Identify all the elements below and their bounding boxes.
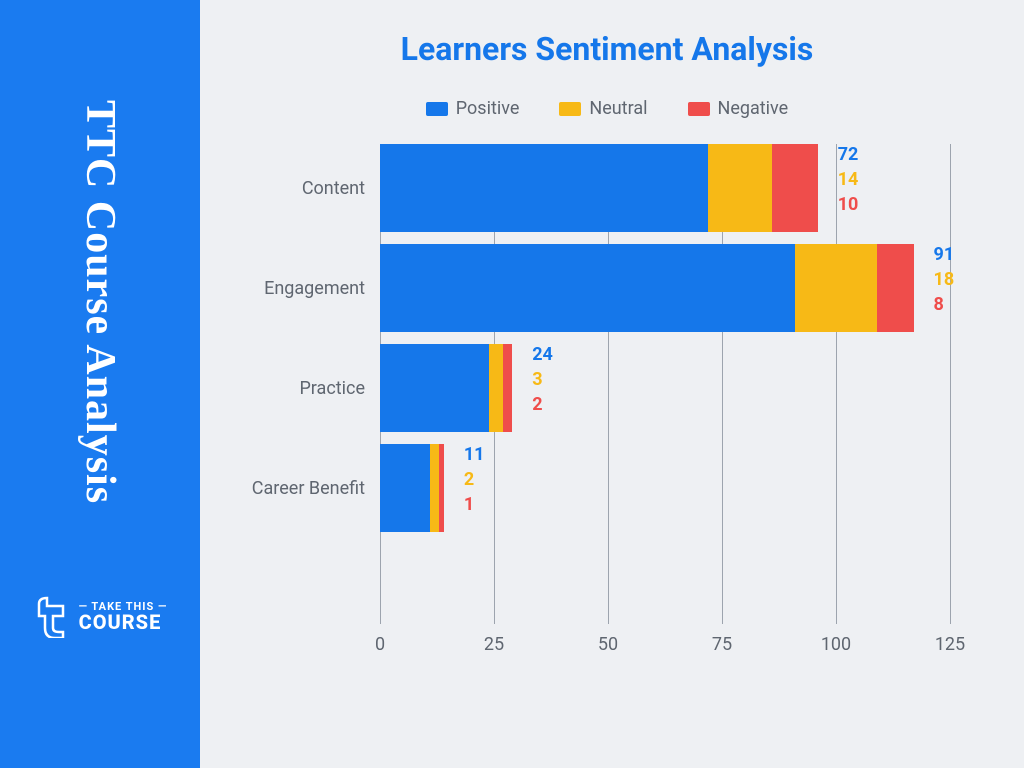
bar-segment bbox=[877, 244, 913, 332]
value-label: 8 bbox=[934, 294, 955, 315]
bar: 721410 bbox=[380, 144, 818, 232]
legend-label: Negative bbox=[718, 98, 789, 119]
x-tick-label: 25 bbox=[484, 634, 504, 655]
value-label: 10 bbox=[838, 194, 859, 215]
category-label: Practice bbox=[299, 378, 380, 399]
bar-row: Practice2432 bbox=[380, 344, 950, 432]
value-label: 3 bbox=[532, 369, 553, 390]
value-labels: 72 14 10 bbox=[818, 144, 859, 215]
value-label: 91 bbox=[934, 244, 955, 265]
bar-segment bbox=[380, 244, 795, 332]
value-label: 1 bbox=[464, 494, 485, 515]
bar-segment bbox=[380, 144, 708, 232]
chart-title: Learners Sentiment Analysis bbox=[230, 30, 984, 68]
bar-row: Engagement91188 bbox=[380, 244, 950, 332]
legend: Positive Neutral Negative bbox=[230, 98, 984, 119]
gridline bbox=[950, 144, 951, 624]
bar-row: Content721410 bbox=[380, 144, 950, 232]
x-tick-label: 50 bbox=[598, 634, 618, 655]
legend-swatch bbox=[426, 102, 448, 116]
value-label: 72 bbox=[838, 144, 859, 165]
bar-row: Career Benefit1121 bbox=[380, 444, 950, 532]
legend-label: Positive bbox=[456, 98, 520, 119]
legend-item: Positive bbox=[426, 98, 520, 119]
bar-segment bbox=[503, 344, 512, 432]
legend-label: Neutral bbox=[589, 98, 647, 119]
value-label: 24 bbox=[532, 344, 553, 365]
value-label: 14 bbox=[838, 169, 859, 190]
category-label: Career Benefit bbox=[252, 478, 380, 499]
legend-swatch bbox=[559, 102, 581, 116]
bar: 91188 bbox=[380, 244, 914, 332]
bar-segment bbox=[380, 444, 430, 532]
x-tick-label: 0 bbox=[375, 634, 385, 655]
logo-text: — TAKE THIS — COURSE bbox=[79, 601, 168, 632]
value-labels: 91 18 8 bbox=[914, 244, 955, 315]
bar-segment bbox=[430, 444, 439, 532]
logo: — TAKE THIS — COURSE bbox=[33, 594, 168, 638]
value-label: 11 bbox=[464, 444, 485, 465]
legend-swatch bbox=[688, 102, 710, 116]
bar-segment bbox=[772, 144, 818, 232]
bar-segment bbox=[380, 344, 489, 432]
bar-segment bbox=[795, 244, 877, 332]
value-label: 2 bbox=[464, 469, 485, 490]
value-labels: 11 2 1 bbox=[444, 444, 485, 515]
sidebar: TTC Course Analysis — TAKE THIS — COURSE bbox=[0, 0, 200, 768]
chart-area: Content721410Engagement91188Practice2432… bbox=[380, 144, 984, 664]
bar: 1121 bbox=[380, 444, 444, 532]
legend-item: Negative bbox=[688, 98, 789, 119]
bar-segment bbox=[708, 144, 772, 232]
x-tick-label: 75 bbox=[712, 634, 732, 655]
x-tick-label: 125 bbox=[935, 634, 965, 655]
category-label: Content bbox=[302, 178, 380, 199]
main-panel: Learners Sentiment Analysis Positive Neut… bbox=[200, 0, 1024, 768]
bar: 2432 bbox=[380, 344, 512, 432]
logo-icon bbox=[33, 594, 71, 638]
x-axis: 0255075100125 bbox=[380, 624, 950, 664]
x-tick-label: 100 bbox=[821, 634, 851, 655]
value-labels: 24 3 2 bbox=[512, 344, 553, 415]
legend-item: Neutral bbox=[559, 98, 647, 119]
bar-segment bbox=[489, 344, 503, 432]
value-label: 2 bbox=[532, 394, 553, 415]
category-label: Engagement bbox=[264, 278, 380, 299]
plot: Content721410Engagement91188Practice2432… bbox=[380, 144, 950, 624]
sidebar-title: TTC Course Analysis bbox=[76, 100, 124, 504]
logo-line2: COURSE bbox=[79, 612, 168, 632]
value-label: 18 bbox=[934, 269, 955, 290]
